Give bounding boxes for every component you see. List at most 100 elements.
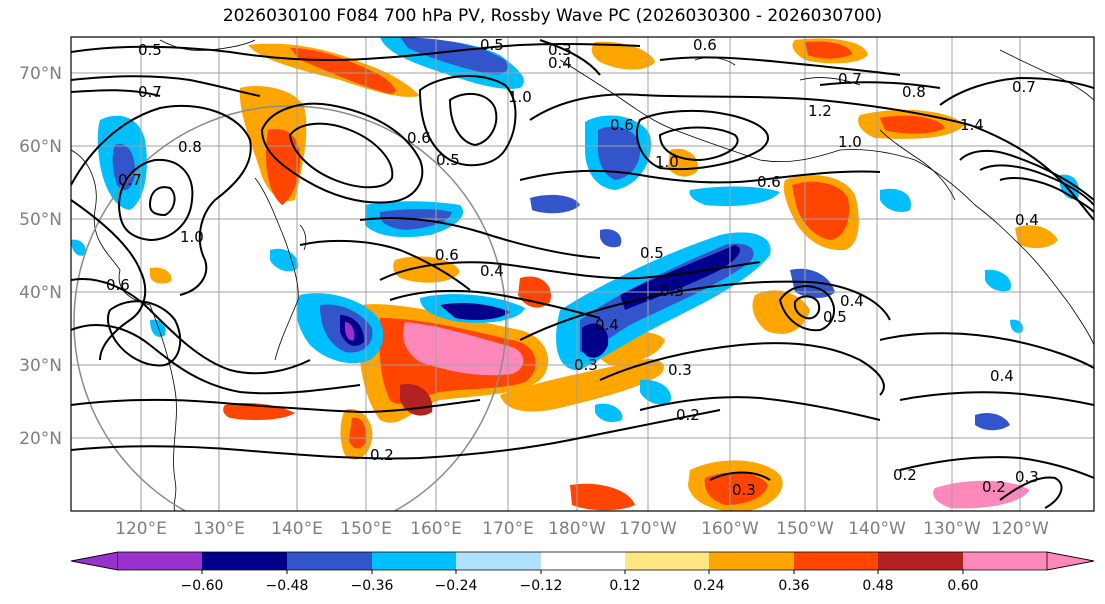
- contour-labels: 0.5 0.3 0.4 0.6 0.5 1.0 0.7 0.8 0.7 0.8 …: [106, 37, 1039, 499]
- colorbar-swatch: [878, 552, 963, 570]
- pv-contour: [148, 186, 176, 217]
- contour-label: 0.2: [982, 478, 1006, 496]
- lon-label: 120°E: [115, 519, 167, 539]
- pv-contour: [659, 56, 901, 76]
- negative-anomaly: [530, 194, 580, 214]
- contour-label: 0.4: [480, 262, 504, 280]
- contour-label: 0.3: [1015, 468, 1039, 486]
- colorbar-tick-label: 0.60: [947, 578, 978, 594]
- map-background: [71, 37, 1094, 511]
- pv-contour: [71, 75, 261, 97]
- pv-contour: [299, 239, 471, 291]
- pv-contour: [639, 396, 881, 421]
- contour-label: 0.5: [436, 151, 460, 169]
- lon-label: 160°E: [410, 519, 462, 539]
- colorbar-swatch: [963, 552, 1047, 570]
- lon-label: 150°E: [340, 519, 392, 539]
- map-frame: [70, 36, 1095, 512]
- lon-label: 150°W: [776, 519, 834, 539]
- contour-label: 0.4: [1015, 211, 1039, 229]
- contour-label: 0.2: [893, 466, 917, 484]
- pv-contour: [71, 42, 641, 61]
- longitude-labels: 120°E 130°E 140°E 150°E 160°E 170°E 180°…: [115, 519, 1049, 539]
- contour-label: 0.7: [838, 70, 862, 88]
- colorbar-swatch: [372, 552, 456, 570]
- latitude-labels: 70°N 60°N 50°N 40°N 30°N 20°N: [19, 64, 62, 449]
- pv-contour: [379, 261, 761, 281]
- colorbar-tick-label: 0.48: [862, 578, 893, 594]
- negative-anomaly: [270, 248, 299, 272]
- lat-label: 20°N: [19, 429, 62, 449]
- colorbar-swatch: [118, 552, 202, 570]
- colorbar-swatch: [287, 552, 372, 570]
- negative-anomaly: [344, 322, 355, 341]
- reference-circle: [73, 105, 507, 511]
- contour-label: 0.2: [676, 406, 700, 424]
- colorbar-outline: [70, 551, 1095, 571]
- colorbar-swatch: [202, 552, 287, 570]
- positive-anomaly: [150, 267, 172, 284]
- pv-contour: [519, 169, 881, 184]
- lon-label: 140°E: [271, 519, 323, 539]
- positive-anomaly: [500, 359, 664, 412]
- pv-contour: [529, 93, 1094, 221]
- negative-anomaly: [582, 323, 609, 358]
- negative-anomaly: [112, 144, 136, 191]
- pv-contour: [71, 278, 311, 375]
- colorbar-tick-label: −0.36: [351, 578, 394, 594]
- lon-label: 130°E: [193, 519, 245, 539]
- lat-label: 40°N: [19, 283, 62, 303]
- pv-contour: [448, 92, 498, 147]
- contour-label: 0.6: [435, 246, 459, 264]
- contour-label: 1.0: [655, 153, 679, 171]
- contour-label: 0.6: [757, 173, 781, 191]
- pv-contour: [118, 158, 194, 242]
- pv-contour: [106, 300, 182, 367]
- colorbar-extend-min: [70, 551, 119, 571]
- lon-label: 120°W: [991, 519, 1049, 539]
- positive-anomaly: [265, 129, 301, 205]
- contour-label: 0.7: [138, 83, 162, 101]
- pv-contour: [359, 217, 601, 259]
- contour-label: 0.3: [660, 282, 684, 300]
- positive-anomaly: [704, 472, 768, 505]
- contour-label: 0.5: [823, 308, 847, 326]
- contour-label: 0.2: [370, 446, 394, 464]
- colorbar-swatch: [709, 552, 794, 570]
- positive-anomaly: [591, 41, 655, 70]
- colorbar-ticks: [201, 570, 964, 574]
- pv-contour: [71, 89, 161, 97]
- pv-contour: [819, 81, 941, 89]
- pv-contour: [599, 342, 885, 396]
- colorbar-tick-label: −0.48: [266, 578, 309, 594]
- pv-contour: [418, 74, 517, 167]
- positive-anomaly: [933, 480, 1030, 509]
- contour-label: 0.4: [990, 367, 1014, 385]
- negative-anomaly: [440, 302, 510, 320]
- contour-label: 0.6: [610, 116, 634, 134]
- negative-anomaly: [975, 413, 1010, 431]
- negative-anomaly: [620, 245, 740, 310]
- negative-anomaly: [597, 126, 641, 180]
- pv-contour: [709, 471, 771, 481]
- contour-label: 1.0: [838, 133, 862, 151]
- colorbar-extend-max: [1046, 551, 1095, 571]
- contour-label: 0.5: [138, 41, 162, 59]
- negative-anomaly: [880, 188, 911, 212]
- negative-anomaly: [150, 319, 166, 337]
- contour-label: 0.7: [118, 171, 142, 189]
- contour-label: 1.4: [960, 116, 984, 134]
- contour-label: 0.8: [902, 83, 926, 101]
- contour-label: 0.5: [640, 244, 664, 262]
- map-title: 2026030100 F084 700 hPa PV, Rossby Wave …: [222, 6, 883, 26]
- contour-label: 1.0: [180, 228, 204, 246]
- negative-anomaly: [985, 269, 1011, 292]
- pv-contour: [71, 398, 481, 414]
- pv-contour: [288, 122, 394, 189]
- contour-label: 0.6: [407, 129, 431, 147]
- contour-label: 0.3: [574, 356, 598, 374]
- contour-label: 0.3: [732, 481, 756, 499]
- colorbar-swatch: [794, 552, 878, 570]
- pv-contour: [999, 476, 1063, 509]
- pv-contour: [71, 104, 252, 296]
